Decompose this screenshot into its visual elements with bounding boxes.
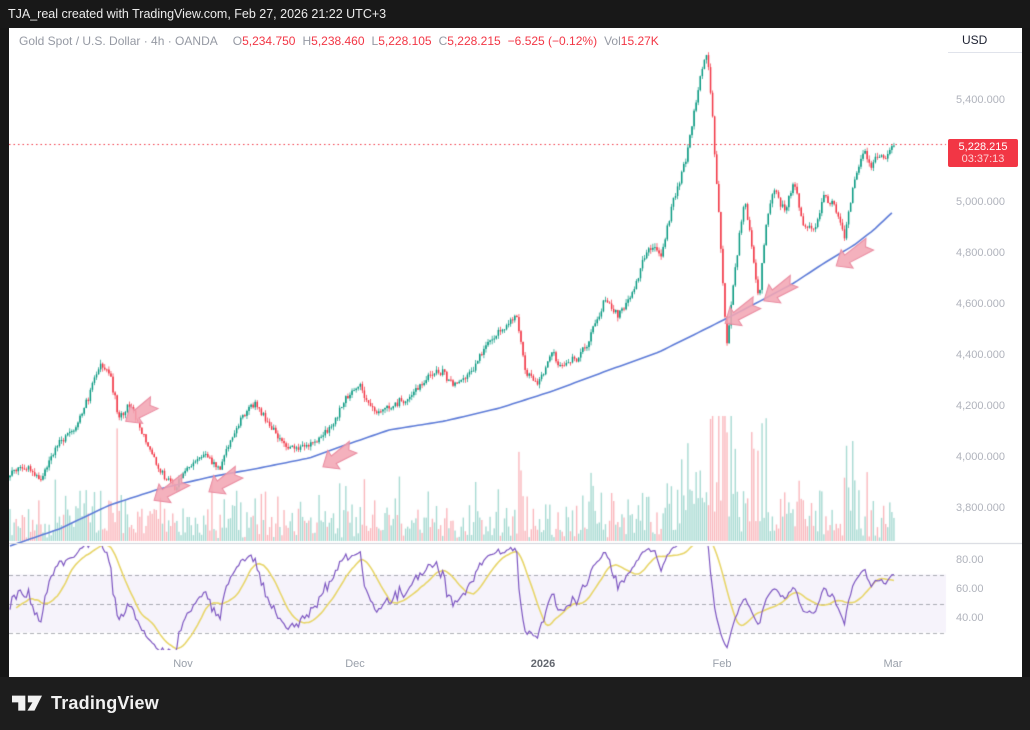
tradingview-logo-icon[interactable] xyxy=(12,695,42,713)
time-tick-feb: Feb xyxy=(712,658,732,670)
close-value: 5,228.215 xyxy=(447,34,501,48)
time-tick-dec: Dec xyxy=(345,658,365,670)
low-label: L xyxy=(371,34,379,48)
price-tick: 4,000.000 xyxy=(956,451,1005,463)
bar-countdown: 03:37:13 xyxy=(961,153,1005,165)
volume-value: 15.27K xyxy=(620,34,659,48)
rsi-tick: 60.00 xyxy=(956,583,984,595)
symbol-title: Gold Spot / U.S. Dollar · 4h · OANDA xyxy=(19,34,218,48)
chart-area: Gold Spot / U.S. Dollar · 4h · OANDA O5,2… xyxy=(9,28,1022,677)
open-label: O xyxy=(232,34,243,48)
price-tick: 4,200.000 xyxy=(956,400,1005,412)
time-tick-mar: Mar xyxy=(883,658,903,670)
tradingview-wordmark[interactable]: TradingView xyxy=(51,693,159,713)
change-value: −6.525 (−0.12%) xyxy=(507,34,598,48)
attribution-text: TJA_real created with TradingView.com, F… xyxy=(8,7,387,21)
rsi-tick: 80.00 xyxy=(956,554,984,566)
price-tick: 5,400.000 xyxy=(956,94,1005,106)
currency-button[interactable]: USD xyxy=(948,28,1022,53)
time-tick-2026: 2026 xyxy=(530,658,556,670)
price-tick: 4,600.000 xyxy=(956,298,1005,310)
volume-label: Vol xyxy=(604,34,621,48)
high-label: H xyxy=(302,34,312,48)
symbol-legend[interactable]: Gold Spot / U.S. Dollar · 4h · OANDA O5,2… xyxy=(19,34,659,48)
low-value: 5,228.105 xyxy=(378,34,432,48)
rsi-tick: 40.00 xyxy=(956,612,984,624)
snapshot-attribution-bar: TJA_real created with TradingView.com, F… xyxy=(0,0,1030,28)
price-tick: 4,400.000 xyxy=(956,349,1005,361)
close-label: C xyxy=(438,34,448,48)
price-tick: 4,800.000 xyxy=(956,247,1005,259)
open-value: 5,234.750 xyxy=(242,34,296,48)
time-tick-nov: Nov xyxy=(173,658,193,670)
last-price-badge[interactable]: 5,228.215 03:37:13 xyxy=(948,139,1018,167)
price-chart-canvas[interactable] xyxy=(9,28,1022,677)
last-price-value: 5,228.215 xyxy=(958,141,1008,153)
price-tick: 5,000.000 xyxy=(956,196,1005,208)
branding-bar: TradingView xyxy=(0,677,1030,730)
price-tick: 3,800.000 xyxy=(956,502,1005,514)
high-value: 5,238.460 xyxy=(311,34,365,48)
